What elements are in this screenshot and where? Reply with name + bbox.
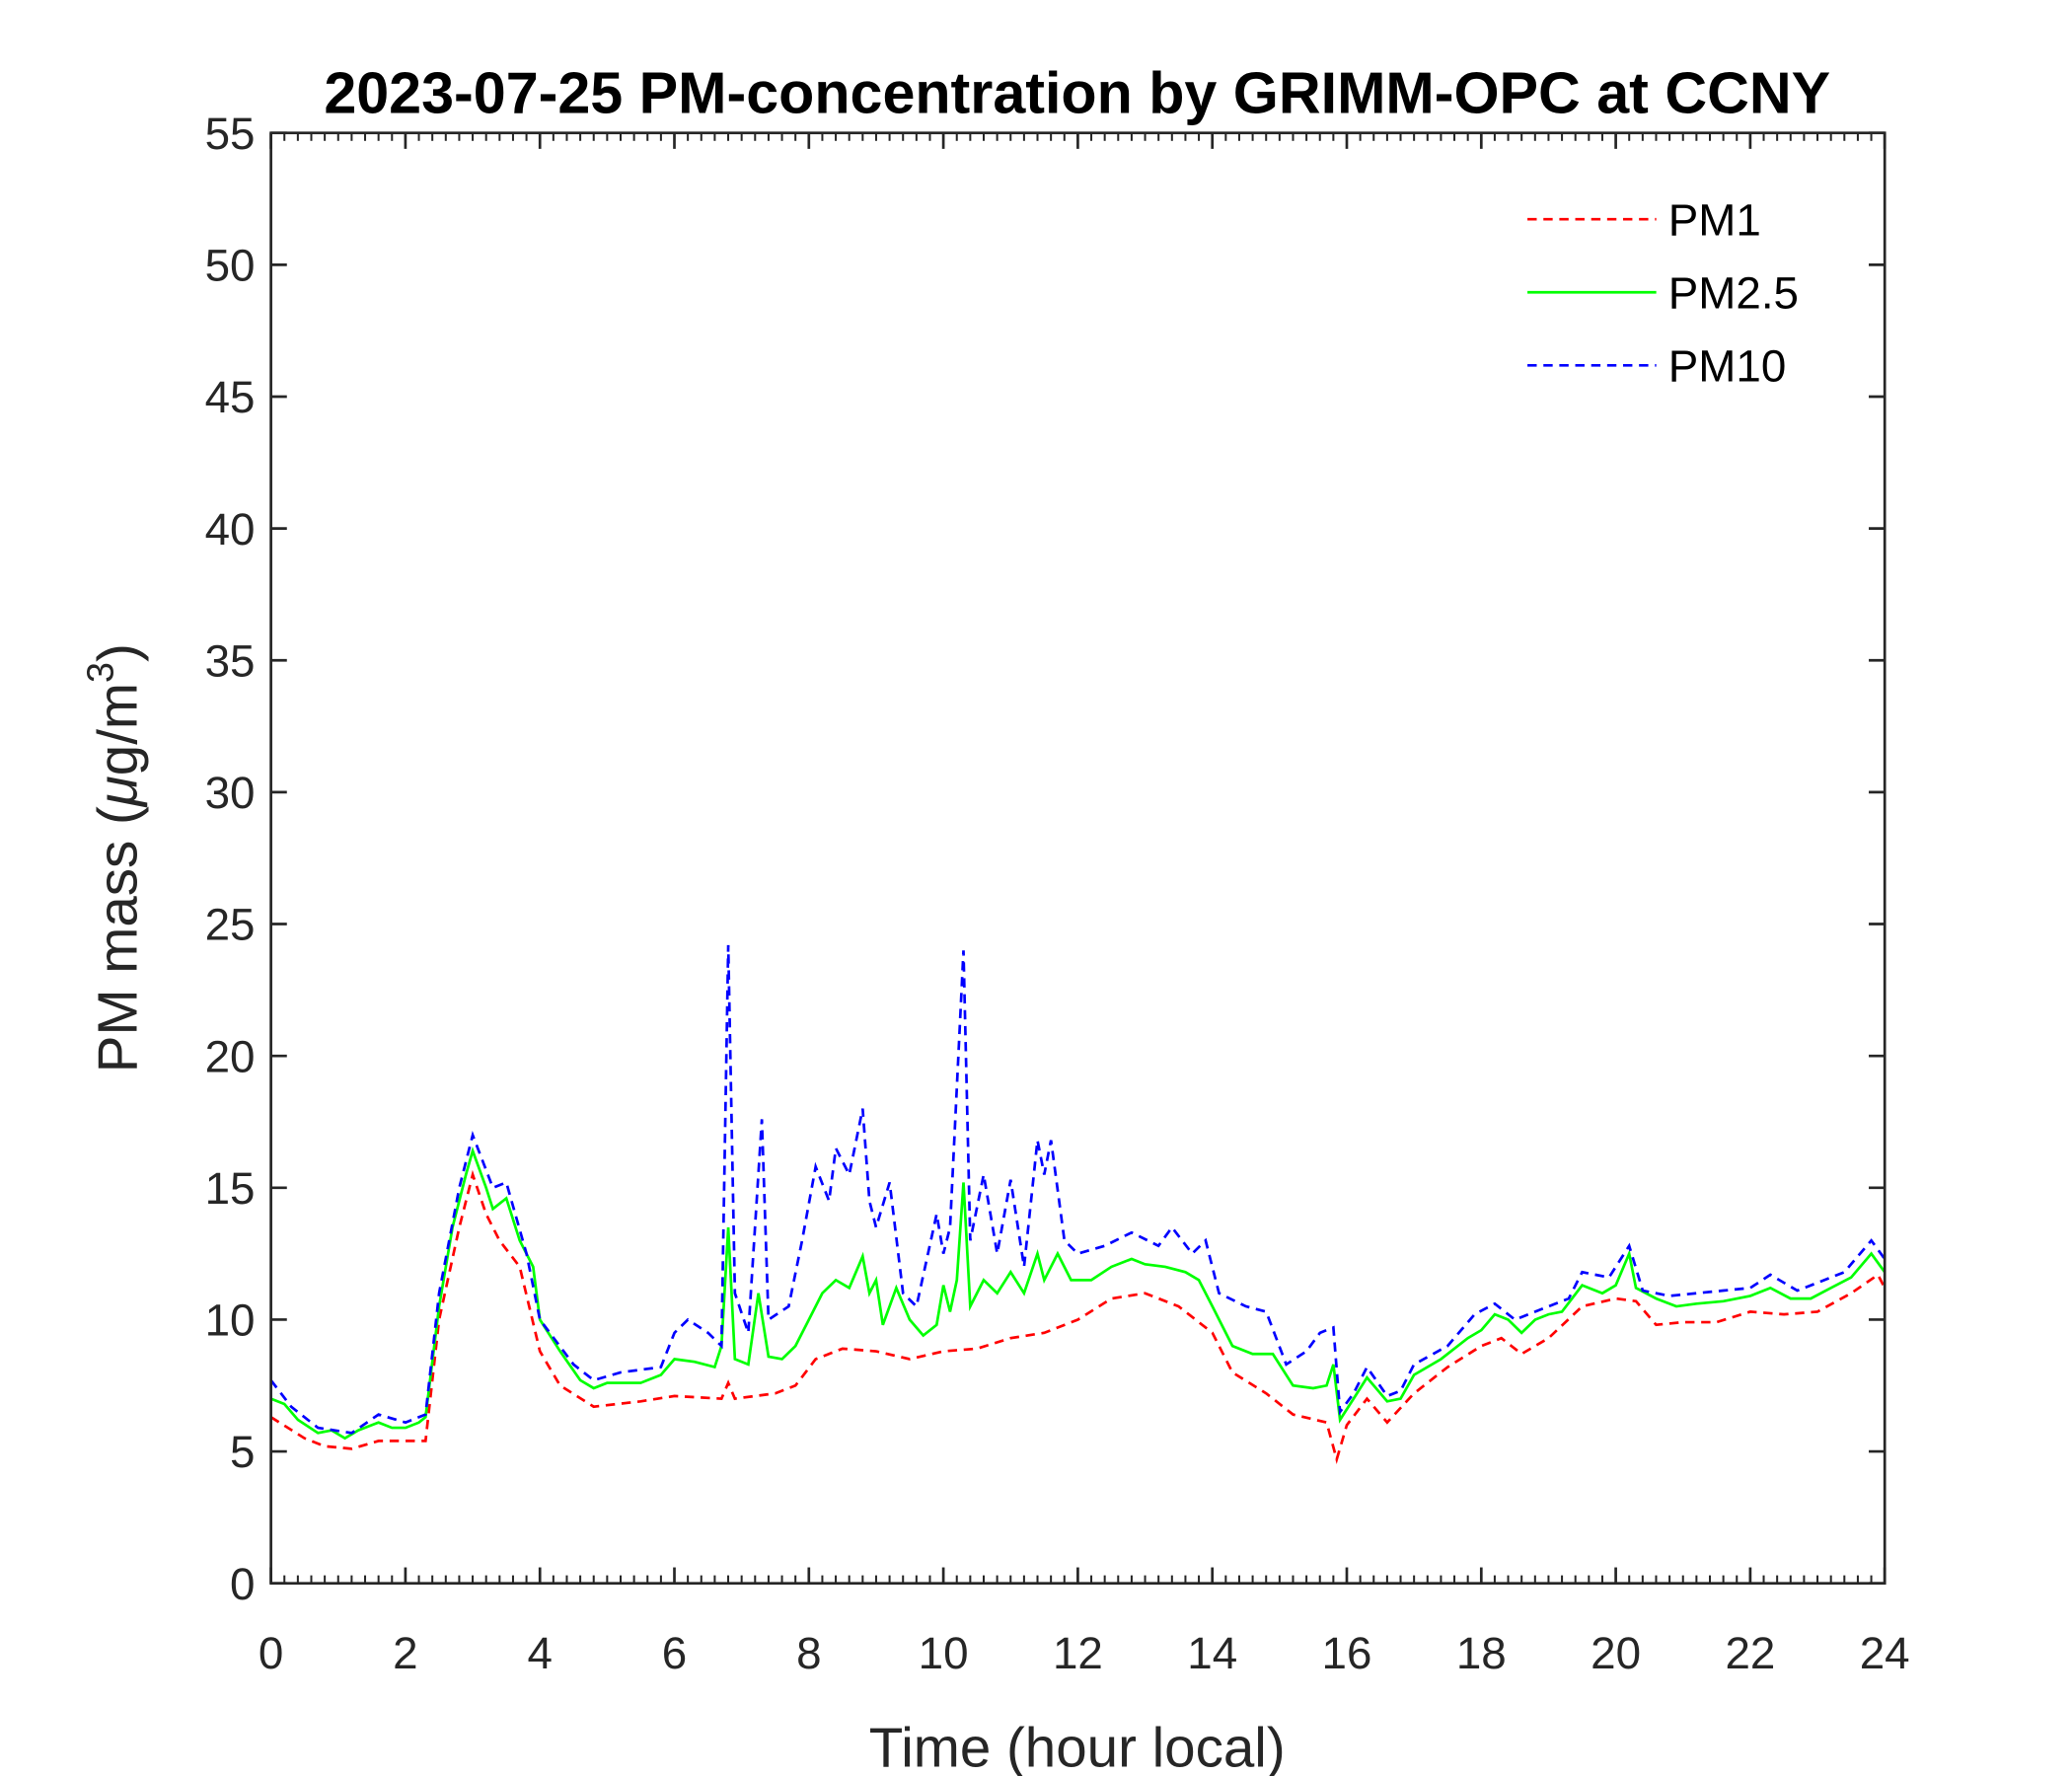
y-tick-label: 15 bbox=[205, 1163, 256, 1214]
x-tick-label: 4 bbox=[527, 1628, 552, 1678]
x-tick-label: 2 bbox=[393, 1628, 417, 1678]
y-tick-label: 35 bbox=[205, 635, 256, 686]
x-tick-label: 22 bbox=[1725, 1628, 1775, 1678]
y-tick-label: 30 bbox=[205, 768, 256, 818]
y-tick-label: 10 bbox=[205, 1295, 256, 1346]
series-line-pm2-5 bbox=[270, 1147, 1887, 1441]
y-tick-label: 25 bbox=[205, 900, 256, 950]
legend-label: PM2.5 bbox=[1668, 267, 1799, 318]
y-axis-label: PM mass (μg/m3) bbox=[79, 643, 148, 1073]
x-tick-label: 8 bbox=[796, 1628, 821, 1678]
plot-area-border bbox=[269, 131, 1887, 1586]
x-axis-label: Time (hour local) bbox=[869, 1716, 1286, 1776]
legend: PM1 PM2.5 PM10 bbox=[1527, 194, 1799, 391]
x-tick-label: 18 bbox=[1456, 1628, 1507, 1678]
x-tick-label: 6 bbox=[662, 1628, 687, 1678]
series-lines bbox=[269, 944, 1887, 1465]
y-tick-label: 0 bbox=[230, 1559, 255, 1609]
y-tick-label: 50 bbox=[205, 241, 256, 291]
x-tick-label: 10 bbox=[919, 1628, 969, 1678]
axis-ticks: 0 2 4 6 8 10 12 14 16 18 20 22 240510152025303540455… bbox=[205, 109, 1910, 1678]
x-tick-label: 0 bbox=[259, 1628, 283, 1678]
series-line-pm1 bbox=[269, 1169, 1887, 1465]
x-tick-label: 16 bbox=[1322, 1628, 1372, 1678]
x-tick-label: 24 bbox=[1860, 1628, 1910, 1678]
chart-title: 2023-07-25 PM-concentration by GRIMM-OPC… bbox=[324, 60, 1830, 126]
x-tick-label: 12 bbox=[1053, 1628, 1103, 1678]
y-tick-label: 20 bbox=[205, 1031, 256, 1081]
y-tick-label: 40 bbox=[205, 504, 256, 555]
legend-label: PM10 bbox=[1668, 340, 1787, 391]
x-tick-label: 14 bbox=[1187, 1628, 1237, 1678]
y-tick-label: 5 bbox=[230, 1427, 255, 1477]
y-tick-label: 45 bbox=[205, 372, 256, 422]
y-tick-label: 55 bbox=[205, 109, 256, 159]
series-line-pm10 bbox=[269, 944, 1887, 1435]
x-tick-label: 20 bbox=[1591, 1628, 1641, 1678]
legend-label: PM1 bbox=[1668, 194, 1761, 245]
